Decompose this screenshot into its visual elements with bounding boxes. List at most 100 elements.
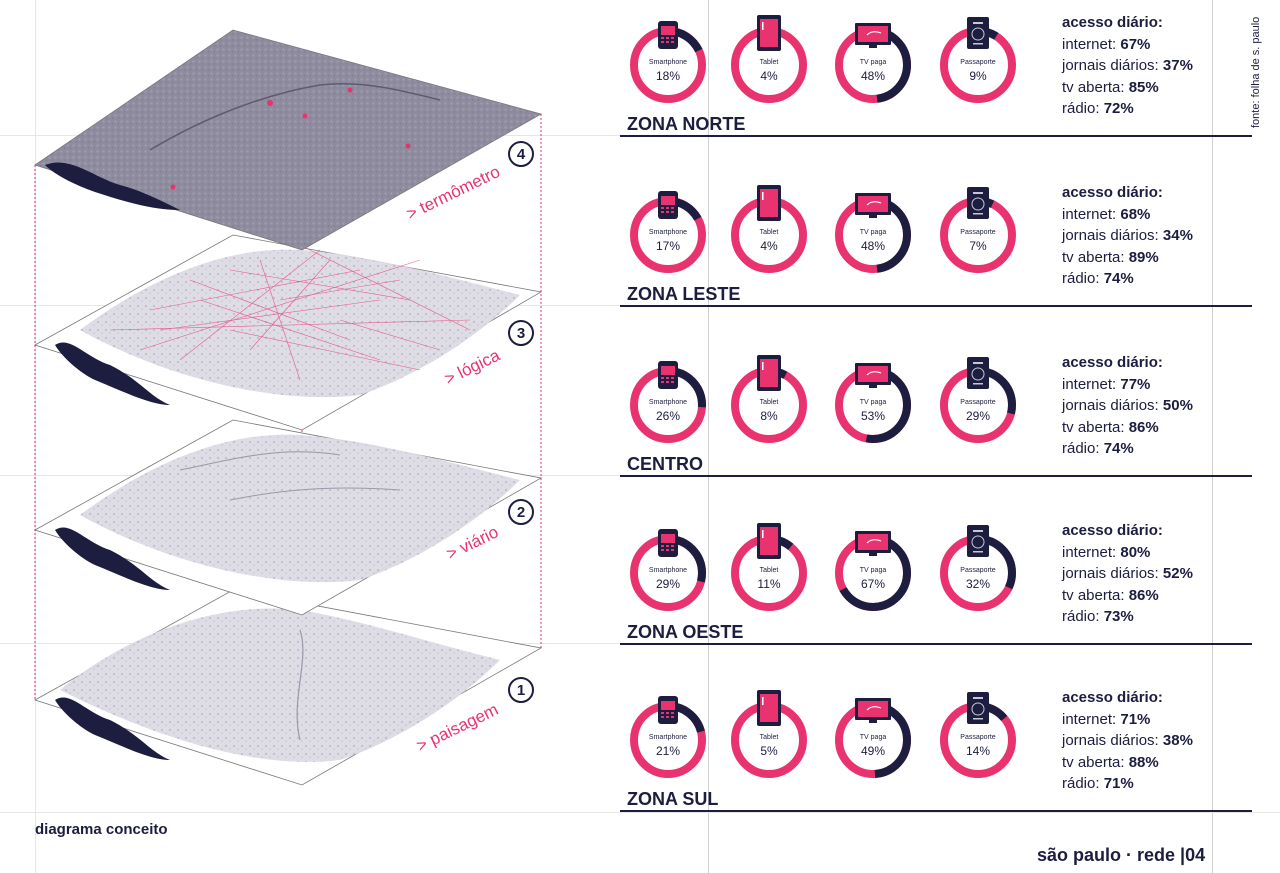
device-label: TV paga	[859, 734, 887, 741]
device-percent: 32%	[965, 577, 991, 591]
access-item: tv aberta: 86%	[1062, 586, 1159, 604]
donut-chart: TV paga 48%	[828, 185, 918, 275]
passport-icon	[967, 187, 989, 219]
device-label: Tablet	[759, 229, 779, 236]
zone-panel: Smartphone 21% Tablet 5% TV paga 49% Passaport…	[620, 675, 1252, 845]
access-item: jornais diários: 34%	[1062, 227, 1193, 244]
donut-chart: Tablet 5%	[724, 690, 814, 780]
donut-chart: TV paga 67%	[828, 523, 918, 613]
device-percent: 49%	[860, 744, 886, 758]
device-percent: 4%	[760, 69, 778, 83]
device-label: Smartphone	[648, 229, 688, 236]
access-item: internet: 77%	[1062, 375, 1151, 393]
device-label: Tablet	[759, 399, 779, 406]
passport-icon	[967, 17, 989, 49]
access-heading: acesso diário:	[1062, 354, 1163, 371]
access-list: acesso diário: internet: 80% jornais diári…	[1062, 520, 1193, 628]
tablet-icon	[757, 690, 781, 726]
access-item: rádio: 73%	[1062, 608, 1134, 625]
zone-panel: Smartphone 17% Tablet 4% TV paga 48% Passaport…	[620, 170, 1252, 340]
tv-icon	[855, 363, 891, 388]
access-item: tv aberta: 88%	[1062, 753, 1159, 771]
access-list: acesso diário: internet: 67% jornais diári…	[1062, 12, 1193, 120]
layer-stack-diagram: 4 > termômetro 3 > lógica 2 > viário 1 >…	[33, 29, 543, 786]
device-percent: 8%	[760, 409, 778, 423]
device-percent: 29%	[655, 577, 681, 591]
access-item: jornais diários: 50%	[1062, 397, 1193, 414]
smartphone-icon	[658, 696, 678, 724]
device-label: Passaporte	[960, 229, 996, 236]
donut-chart: Smartphone 26%	[623, 355, 713, 445]
donut-chart: Smartphone 17%	[623, 185, 713, 275]
device-label: Smartphone	[648, 567, 688, 574]
donut-chart: Tablet 8%	[724, 355, 814, 445]
device-percent: 14%	[965, 744, 991, 758]
grid-line-h	[0, 812, 1280, 813]
device-label: Tablet	[759, 567, 779, 574]
tablet-icon	[757, 355, 781, 391]
tablet-icon	[757, 15, 781, 51]
grid-line-v	[708, 0, 709, 873]
donut-chart: TV paga 49%	[828, 690, 918, 780]
device-percent: 11%	[757, 577, 781, 591]
device-label: TV paga	[859, 229, 887, 236]
passport-icon	[967, 692, 989, 724]
smartphone-icon	[658, 191, 678, 219]
device-label: TV paga	[859, 567, 887, 574]
page-footer: são paulo · rede |04	[1037, 845, 1206, 865]
passport-icon	[967, 525, 989, 557]
donut-chart: Passaporte 29%	[933, 355, 1023, 445]
device-percent: 18%	[655, 69, 681, 83]
device-percent: 48%	[860, 239, 886, 253]
layer-label: > lógica	[441, 345, 503, 388]
access-item: internet: 67%	[1062, 35, 1151, 53]
device-percent: 17%	[655, 239, 681, 253]
tv-icon	[855, 193, 891, 218]
donut-chart: TV paga 48%	[828, 15, 918, 105]
donut-chart: TV paga 53%	[828, 355, 918, 445]
diagram-caption: diagrama conceito	[35, 821, 168, 838]
access-item: internet: 68%	[1062, 205, 1151, 223]
tv-icon	[855, 23, 891, 48]
device-label: Smartphone	[648, 59, 688, 66]
tablet-icon	[757, 185, 781, 221]
zone-title: ZONA SUL	[627, 789, 719, 809]
zone-panel: Smartphone 26% Tablet 8% TV paga 53% Passaport…	[620, 340, 1252, 510]
layer-number: 4	[517, 146, 526, 163]
zone-divider	[620, 475, 1252, 477]
device-percent: 29%	[965, 409, 991, 423]
layer-number: 2	[517, 504, 525, 521]
smartphone-icon	[658, 361, 678, 389]
donut-chart: Smartphone 29%	[623, 523, 713, 613]
access-item: rádio: 74%	[1062, 270, 1134, 287]
device-percent: 26%	[655, 409, 681, 423]
access-item: rádio: 74%	[1062, 440, 1134, 457]
device-label: TV paga	[859, 59, 887, 66]
zone-title: ZONA LESTE	[627, 284, 741, 304]
access-item: tv aberta: 86%	[1062, 418, 1159, 436]
access-heading: acesso diário:	[1062, 184, 1163, 201]
access-heading: acesso diário:	[1062, 14, 1163, 31]
smartphone-icon	[658, 529, 678, 557]
layer-number: 3	[517, 325, 525, 342]
donut-chart: Passaporte 14%	[933, 690, 1023, 780]
donut-chart: Tablet 4%	[724, 15, 814, 105]
access-item: tv aberta: 85%	[1062, 78, 1159, 96]
access-item: jornais diários: 52%	[1062, 565, 1193, 582]
device-percent: 67%	[860, 577, 886, 591]
device-percent: 9%	[969, 69, 987, 83]
donut-chart: Passaporte 9%	[933, 15, 1023, 105]
layer-number: 1	[517, 682, 525, 699]
tv-icon	[855, 531, 891, 556]
device-label: Passaporte	[960, 734, 996, 741]
access-item: rádio: 72%	[1062, 100, 1134, 117]
device-label: Tablet	[759, 59, 779, 66]
device-label: Smartphone	[648, 734, 688, 741]
device-label: Smartphone	[648, 399, 688, 406]
access-heading: acesso diário:	[1062, 522, 1163, 539]
zone-divider	[620, 135, 1252, 137]
layer-viario	[33, 419, 543, 616]
device-percent: 53%	[860, 409, 886, 423]
zone-divider	[620, 305, 1252, 307]
passport-icon	[967, 357, 989, 389]
